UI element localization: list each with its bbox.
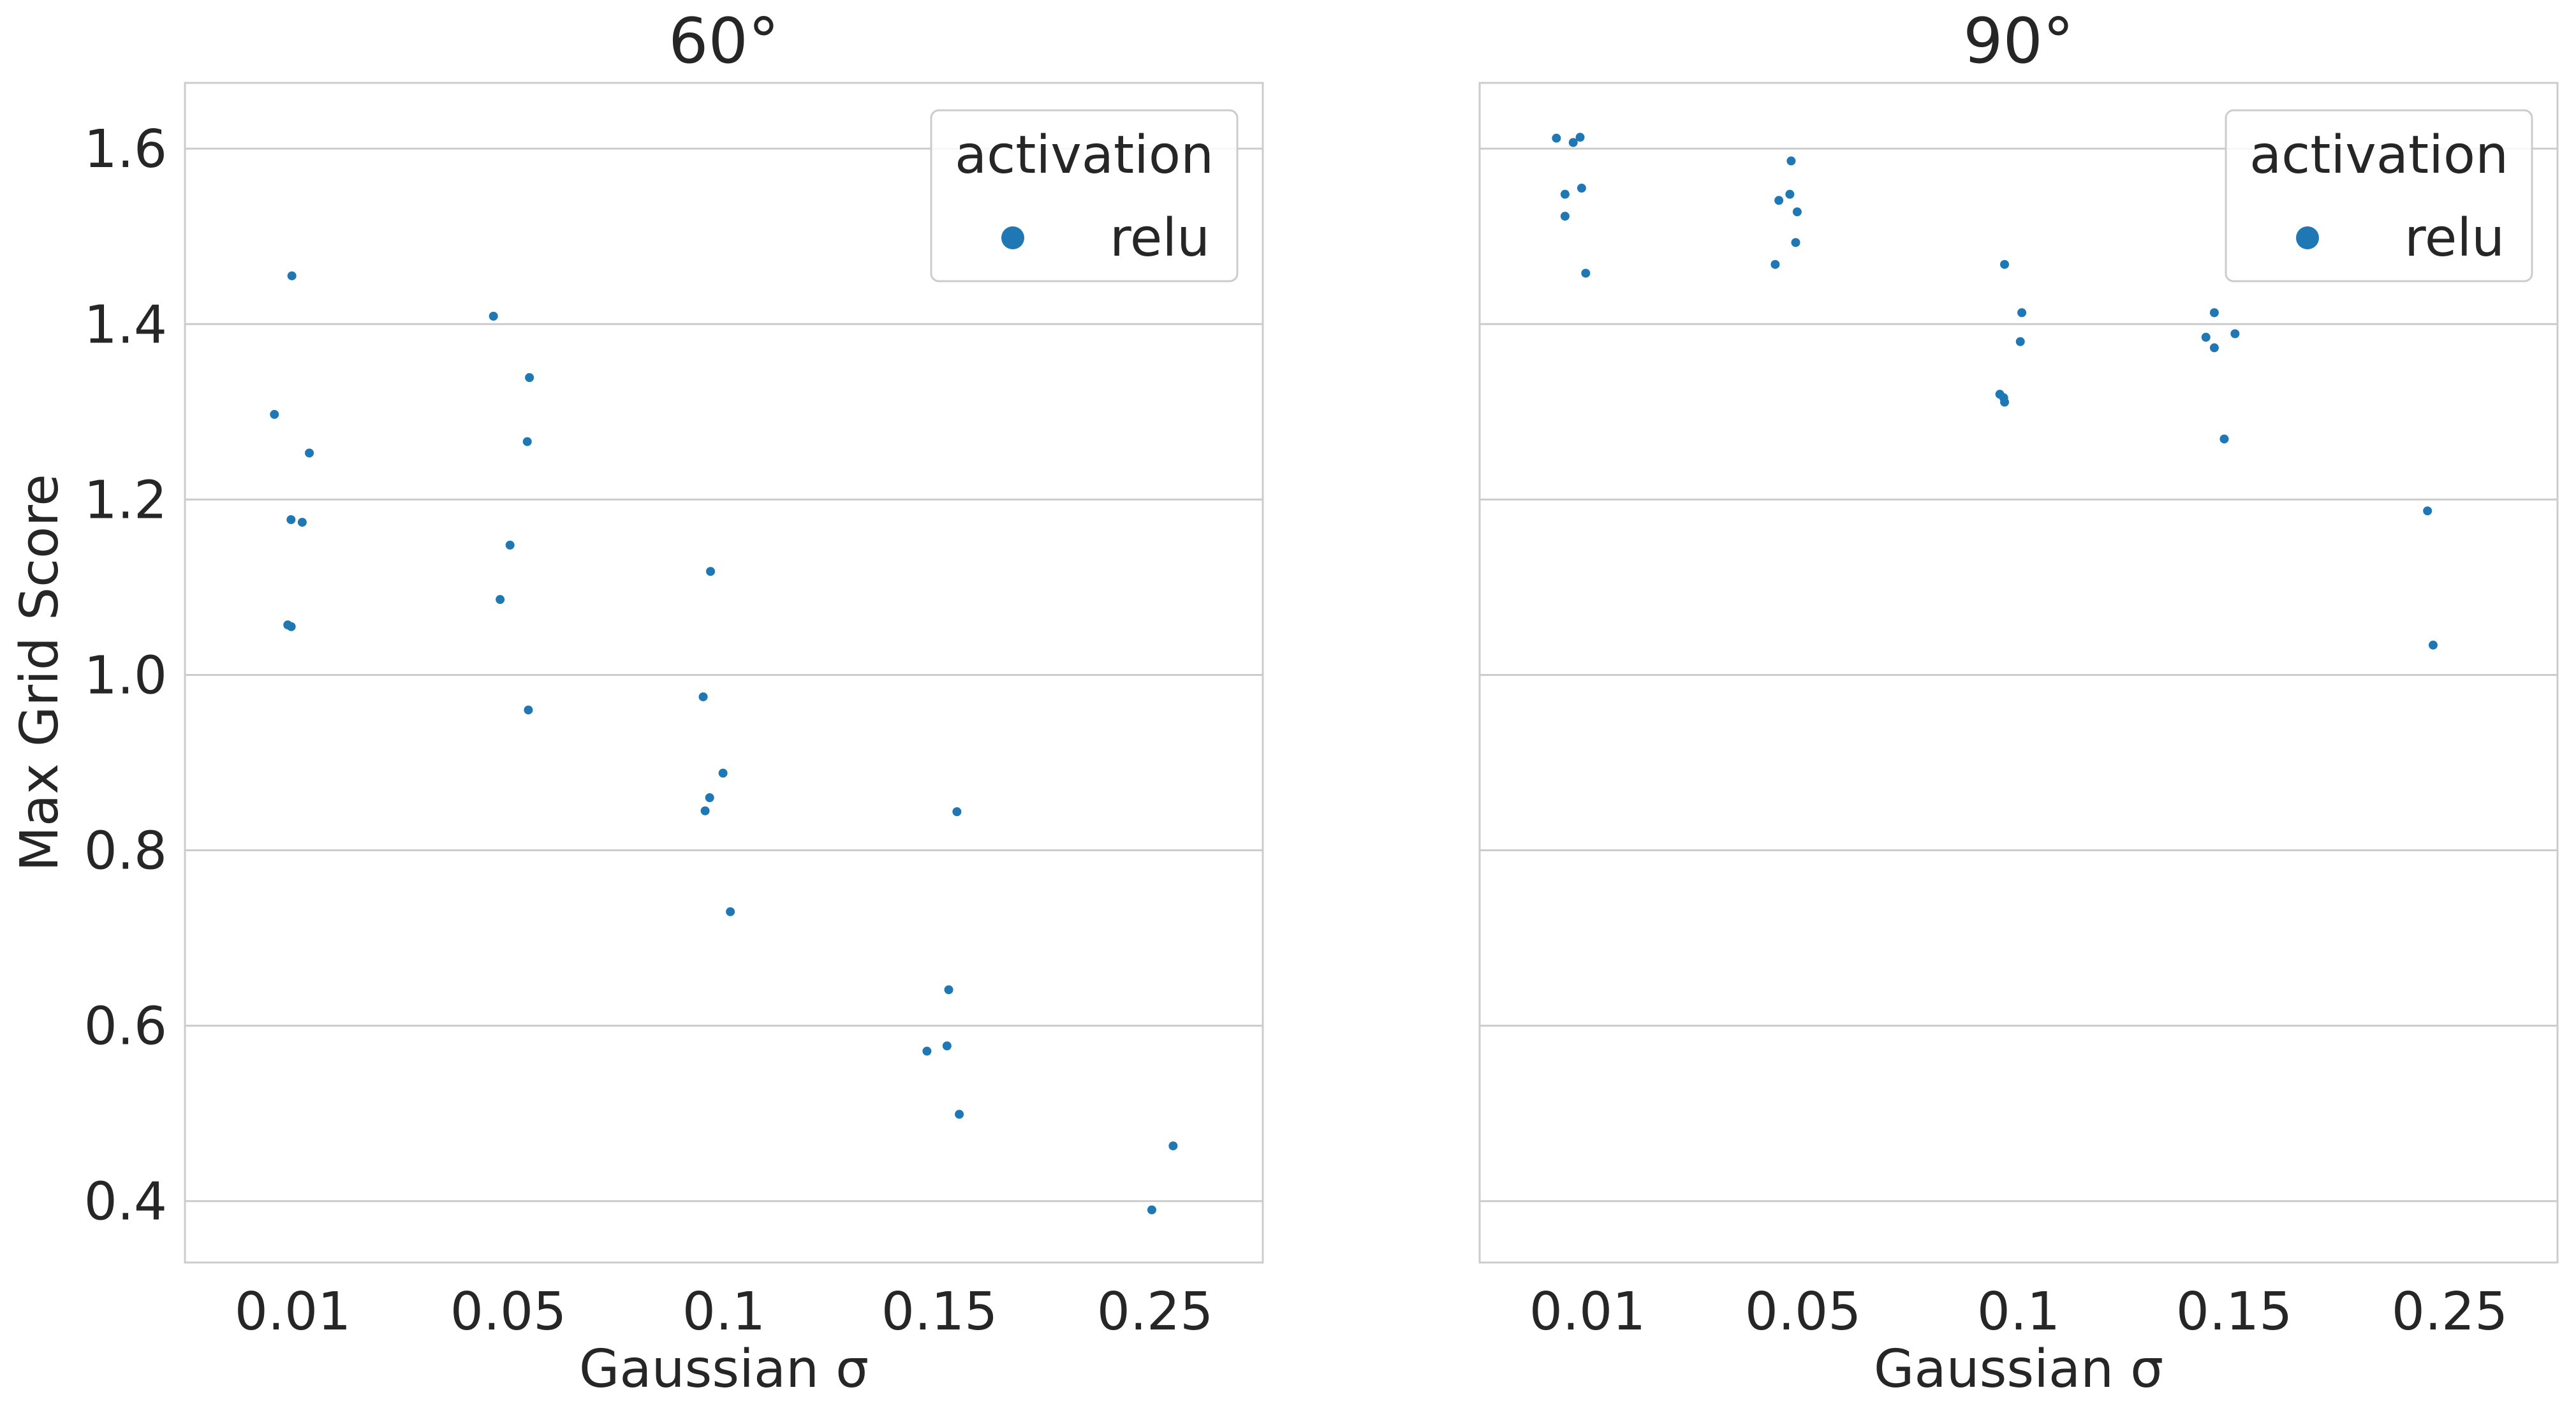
panel-60-degrees: 0.4 0.6 0.8 1.0 1.2 1.4 1.6 0.01 0.05 0.1 0.15 0.25… — [10, 5, 1264, 1400]
data-point — [1577, 184, 1586, 193]
data-point — [705, 793, 714, 803]
x-tick-label: 0.15 — [881, 1282, 998, 1342]
y-axis-label: Max Grid Score — [10, 474, 70, 871]
data-point — [1568, 138, 1578, 147]
legend-entry: relu — [1110, 208, 1210, 268]
data-point — [489, 311, 498, 321]
x-tick-label: 0.05 — [450, 1282, 567, 1342]
y-tick-label: 0.8 — [84, 821, 167, 882]
legend-title: activation — [2249, 125, 2508, 186]
x-tick-label: 0.1 — [682, 1282, 765, 1342]
x-tick-label: 0.01 — [235, 1282, 351, 1342]
data-point — [286, 622, 296, 631]
x-axis-label: Gaussian σ — [579, 1339, 869, 1400]
y-tick-label: 0.4 — [84, 1172, 167, 1233]
panel-title: 60° — [668, 5, 779, 78]
data-point — [1791, 238, 1800, 247]
data-point — [525, 373, 534, 383]
data-point — [2000, 260, 2010, 269]
data-point — [297, 518, 307, 527]
data-point — [1168, 1141, 1178, 1151]
data-point — [952, 807, 962, 817]
data-point — [2423, 506, 2432, 516]
data-point — [2209, 308, 2219, 318]
data-point — [944, 985, 953, 995]
y-tick-label: 1.2 — [84, 470, 167, 531]
data-point — [1786, 156, 1796, 166]
data-point — [270, 409, 279, 419]
data-point — [1147, 1205, 1156, 1215]
data-point — [922, 1046, 932, 1056]
plot-frame — [184, 82, 1264, 1264]
data-point — [286, 515, 296, 524]
x-tick-label: 0.25 — [2392, 1282, 2508, 1342]
data-point — [305, 448, 314, 458]
data-point — [1560, 189, 1570, 199]
data-point — [1575, 133, 1585, 142]
data-point — [698, 692, 708, 701]
data-point — [1770, 260, 1780, 269]
data-point — [955, 1109, 964, 1119]
data-point — [287, 271, 297, 281]
data-point — [2219, 434, 2229, 444]
data-point — [1560, 212, 1570, 221]
x-tick-label: 0.05 — [1745, 1282, 1862, 1342]
data-point — [496, 595, 505, 604]
data-point — [1785, 189, 1795, 199]
data-point — [2428, 640, 2438, 650]
panel-title: 90° — [1963, 5, 2074, 78]
data-point — [1792, 207, 1802, 217]
y-tick-label: 1.0 — [84, 645, 167, 706]
plot-frame — [1478, 82, 2559, 1264]
data-point — [718, 768, 728, 778]
y-tick-label: 1.6 — [84, 119, 167, 180]
legend-marker — [1001, 226, 1024, 249]
y-tick-label: 1.4 — [84, 295, 167, 355]
data-point — [522, 437, 532, 446]
data-point — [726, 907, 735, 916]
data-point — [1581, 268, 1591, 278]
data-point — [1552, 133, 1561, 143]
data-point — [942, 1041, 952, 1051]
data-point — [524, 705, 533, 715]
x-tick-label: 0.01 — [1529, 1282, 1646, 1342]
x-tick-label: 0.15 — [2176, 1282, 2293, 1342]
panel-90-degrees: 0.01 0.05 0.1 0.15 0.25 90° Gaussian σ activati… — [1478, 5, 2559, 1400]
data-point — [1774, 196, 1784, 205]
data-point — [505, 540, 515, 550]
data-point — [700, 806, 710, 816]
legend-marker — [2296, 226, 2319, 249]
x-axis-label: Gaussian σ — [1874, 1339, 2163, 1400]
data-point — [2017, 308, 2027, 318]
data-point — [2000, 397, 2010, 407]
data-point — [706, 567, 716, 576]
x-tick-label: 0.25 — [1097, 1282, 1214, 1342]
data-point — [2209, 343, 2219, 353]
x-tick-label: 0.1 — [1977, 1282, 2060, 1342]
y-tick-label: 0.6 — [84, 997, 167, 1057]
data-point — [2201, 332, 2211, 342]
data-point — [2230, 329, 2240, 339]
legend-title: activation — [955, 125, 1214, 186]
data-point — [2015, 337, 2025, 346]
legend-entry: relu — [2404, 208, 2505, 268]
